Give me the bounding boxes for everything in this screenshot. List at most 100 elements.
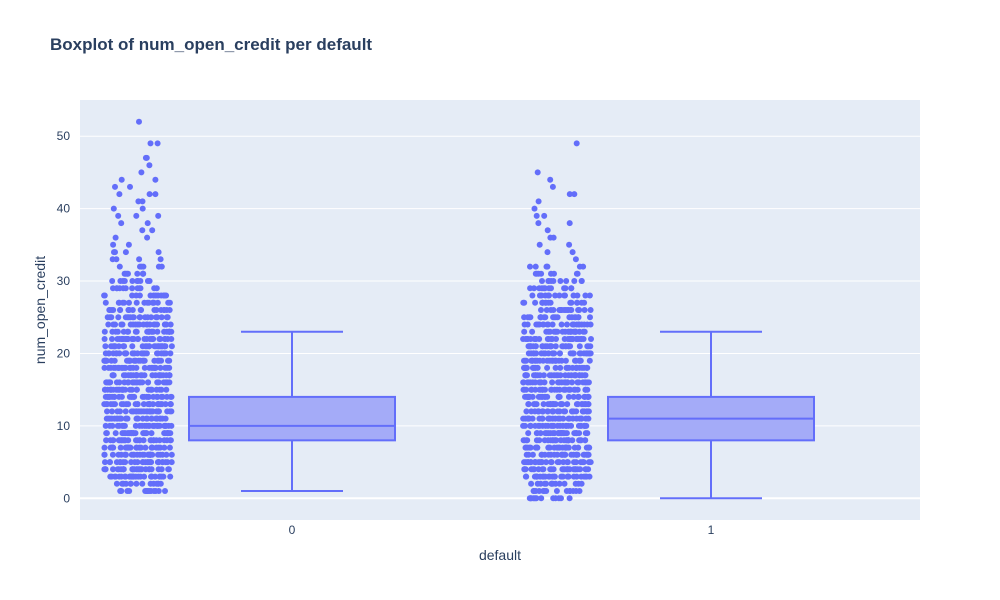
data-point — [537, 393, 544, 400]
data-point — [530, 350, 537, 357]
outlier-point — [536, 241, 543, 248]
outlier-point — [566, 241, 573, 248]
data-point — [102, 386, 109, 393]
data-point — [551, 328, 558, 335]
data-point — [522, 336, 529, 342]
data-point — [558, 401, 565, 408]
data-point — [565, 307, 572, 313]
data-point — [118, 415, 125, 422]
data-point — [140, 321, 147, 328]
data-point — [127, 314, 134, 321]
y-tick-label: 10 — [57, 419, 71, 433]
data-point — [540, 408, 546, 415]
data-point — [162, 415, 169, 422]
data-point — [550, 307, 557, 313]
data-point — [126, 307, 133, 313]
outlier-point — [547, 234, 554, 241]
data-point — [550, 430, 556, 437]
data-point — [113, 415, 120, 422]
data-point — [109, 451, 116, 458]
data-point — [537, 459, 544, 466]
data-point — [118, 401, 125, 408]
y-axis-ticks: 0 10 20 30 40 50 — [57, 129, 71, 505]
data-point — [532, 364, 539, 371]
data-point — [566, 495, 573, 502]
data-point — [118, 473, 125, 480]
data-point — [139, 393, 146, 400]
data-point — [122, 249, 129, 256]
data-point — [552, 292, 559, 299]
data-point — [575, 307, 582, 313]
data-point — [134, 437, 141, 444]
data-point — [566, 364, 572, 371]
data-point — [109, 408, 115, 415]
outlier-point — [136, 118, 142, 125]
data-point — [101, 328, 108, 335]
data-point — [139, 379, 146, 386]
data-point — [560, 386, 567, 393]
data-point — [531, 285, 537, 292]
data-point — [543, 263, 550, 270]
data-point — [541, 437, 548, 444]
data-point — [551, 386, 558, 393]
data-point — [548, 343, 555, 350]
data-point — [549, 321, 556, 328]
data-point — [536, 422, 543, 429]
data-point — [109, 278, 116, 284]
data-point — [525, 393, 532, 400]
data-point — [586, 459, 592, 466]
data-point — [117, 278, 124, 284]
data-point — [532, 386, 539, 393]
data-point — [575, 444, 582, 451]
data-point — [525, 415, 532, 422]
data-point — [587, 307, 594, 313]
data-point — [562, 444, 569, 451]
data-point — [133, 480, 140, 487]
data-point — [165, 357, 171, 364]
data-point — [530, 488, 537, 494]
data-point — [556, 292, 563, 299]
data-point — [578, 422, 585, 429]
data-point — [567, 299, 574, 306]
y-axis-title: num_open_credit — [32, 256, 48, 364]
data-point — [156, 336, 163, 342]
data-point — [576, 488, 583, 494]
data-point — [572, 357, 578, 364]
data-point — [139, 415, 146, 422]
outlier-point — [544, 227, 551, 234]
data-point — [536, 336, 543, 342]
data-point — [529, 292, 536, 299]
data-point — [537, 386, 544, 393]
data-point — [578, 473, 585, 480]
data-point — [565, 437, 572, 444]
data-point — [163, 386, 170, 393]
outlier-point — [541, 212, 548, 219]
data-point — [105, 321, 112, 328]
data-point — [145, 379, 151, 386]
data-point — [122, 336, 128, 342]
data-point — [555, 379, 561, 386]
data-point — [553, 437, 560, 444]
data-point — [149, 299, 156, 306]
data-point — [578, 336, 584, 342]
data-point — [537, 430, 544, 437]
data-point — [565, 393, 572, 400]
data-point — [522, 422, 528, 429]
data-point — [117, 307, 124, 313]
data-point — [158, 357, 165, 364]
data-point — [137, 357, 144, 364]
data-point — [133, 364, 140, 371]
data-point — [536, 437, 543, 444]
data-point — [150, 422, 157, 429]
data-point — [142, 430, 149, 437]
data-point — [141, 364, 148, 371]
data-point — [540, 321, 547, 328]
data-point — [166, 379, 173, 386]
data-point — [552, 415, 559, 422]
data-point — [532, 422, 539, 429]
data-point — [532, 263, 539, 270]
data-point — [559, 451, 566, 458]
data-point — [539, 278, 545, 284]
data-point — [531, 336, 538, 342]
data-point — [133, 386, 140, 393]
